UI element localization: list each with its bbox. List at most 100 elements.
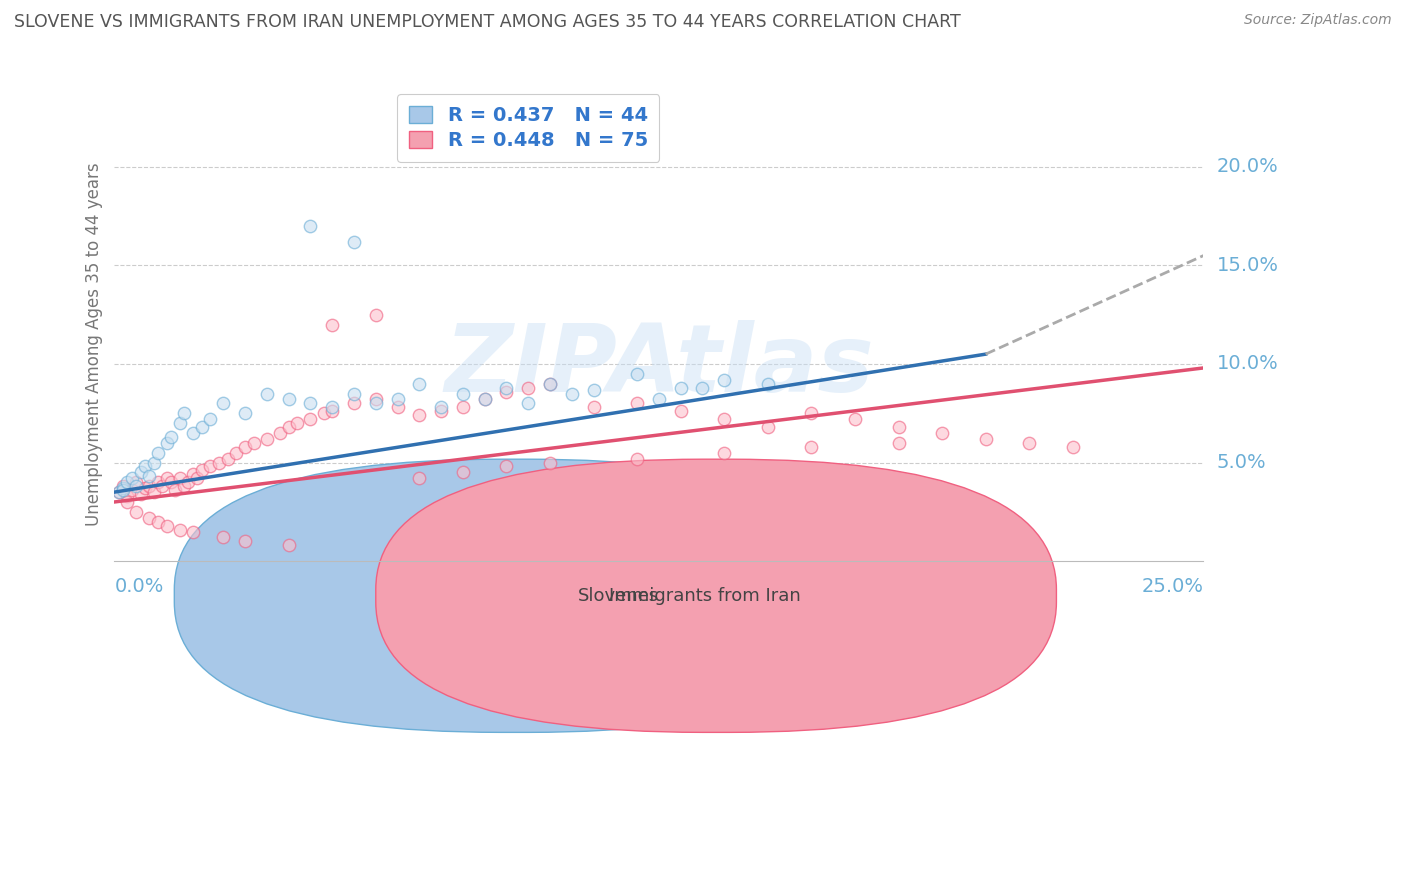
Point xyxy=(582,383,605,397)
Point xyxy=(321,318,343,332)
Point xyxy=(117,475,139,490)
Point xyxy=(756,420,779,434)
Point xyxy=(190,420,212,434)
Point xyxy=(343,235,366,249)
Point xyxy=(125,479,148,493)
Point xyxy=(430,404,453,418)
Text: Slovenes: Slovenes xyxy=(578,587,659,605)
Text: 10.0%: 10.0% xyxy=(1216,354,1278,374)
Point xyxy=(887,435,910,450)
Point xyxy=(177,475,200,490)
Point xyxy=(142,456,165,470)
Point xyxy=(134,459,156,474)
Point xyxy=(186,471,208,485)
FancyBboxPatch shape xyxy=(375,459,1056,732)
Point xyxy=(173,479,195,493)
Point xyxy=(451,466,474,480)
Point xyxy=(277,392,299,407)
Point xyxy=(285,416,308,430)
Point xyxy=(138,510,160,524)
Point xyxy=(582,401,605,415)
Point xyxy=(474,392,496,407)
Point xyxy=(451,386,474,401)
Point xyxy=(112,479,135,493)
Point xyxy=(173,406,195,420)
Point xyxy=(181,425,204,440)
Point xyxy=(887,420,910,434)
Point xyxy=(142,485,165,500)
Point xyxy=(800,440,823,454)
Point xyxy=(321,404,343,418)
Point xyxy=(190,463,212,477)
Point xyxy=(321,401,343,415)
Point xyxy=(713,412,735,426)
Point xyxy=(165,483,187,497)
Point xyxy=(277,538,299,552)
Point xyxy=(561,386,583,401)
Point xyxy=(299,219,322,233)
Point xyxy=(299,396,322,410)
Point xyxy=(146,475,169,490)
Text: 15.0%: 15.0% xyxy=(1216,256,1278,275)
Point xyxy=(538,376,561,391)
Legend: R = 0.437   N = 44, R = 0.448   N = 75: R = 0.437 N = 44, R = 0.448 N = 75 xyxy=(396,94,659,161)
Text: 5.0%: 5.0% xyxy=(1216,453,1267,472)
Point xyxy=(669,381,692,395)
Point xyxy=(160,475,183,490)
Text: Immigrants from Iran: Immigrants from Iran xyxy=(609,587,800,605)
Point xyxy=(125,505,148,519)
Point xyxy=(146,515,169,529)
Point xyxy=(243,435,266,450)
Y-axis label: Unemployment Among Ages 35 to 44 years: Unemployment Among Ages 35 to 44 years xyxy=(86,162,103,526)
Point xyxy=(495,384,517,399)
Point xyxy=(146,446,169,460)
Point xyxy=(212,531,235,545)
Point xyxy=(713,446,735,460)
Point xyxy=(269,425,291,440)
Point xyxy=(364,396,387,410)
Point xyxy=(217,451,239,466)
Point xyxy=(208,456,231,470)
Text: SLOVENE VS IMMIGRANTS FROM IRAN UNEMPLOYMENT AMONG AGES 35 TO 44 YEARS CORRELATI: SLOVENE VS IMMIGRANTS FROM IRAN UNEMPLOY… xyxy=(14,13,960,31)
Point xyxy=(156,471,179,485)
Point xyxy=(713,373,735,387)
Point xyxy=(121,483,143,497)
Point xyxy=(451,401,474,415)
Text: 25.0%: 25.0% xyxy=(1142,577,1204,596)
Point xyxy=(277,420,299,434)
Point xyxy=(343,396,366,410)
Point xyxy=(364,392,387,407)
Point xyxy=(181,524,204,539)
Text: 20.0%: 20.0% xyxy=(1216,157,1278,177)
Text: ZIPAtlas: ZIPAtlas xyxy=(444,320,873,412)
Point xyxy=(517,381,540,395)
Point xyxy=(121,471,143,485)
Point xyxy=(669,404,692,418)
Point xyxy=(692,381,714,395)
FancyBboxPatch shape xyxy=(174,459,855,732)
Point xyxy=(160,430,183,444)
Point xyxy=(343,386,366,401)
Point xyxy=(129,487,152,501)
Point xyxy=(312,406,335,420)
Point xyxy=(648,392,671,407)
Point xyxy=(931,425,953,440)
Point xyxy=(200,412,222,426)
Point xyxy=(107,485,129,500)
Point xyxy=(200,459,222,474)
Point xyxy=(626,451,648,466)
Point xyxy=(233,406,256,420)
Point xyxy=(169,471,191,485)
Point xyxy=(408,471,430,485)
Point xyxy=(256,432,278,446)
Point xyxy=(138,469,160,483)
Point xyxy=(474,392,496,407)
Point xyxy=(233,440,256,454)
Point xyxy=(134,481,156,495)
Point xyxy=(112,483,135,497)
Point xyxy=(495,381,517,395)
Point xyxy=(256,386,278,401)
Point xyxy=(626,367,648,381)
Text: Source: ZipAtlas.com: Source: ZipAtlas.com xyxy=(1244,13,1392,28)
Point xyxy=(112,481,135,495)
